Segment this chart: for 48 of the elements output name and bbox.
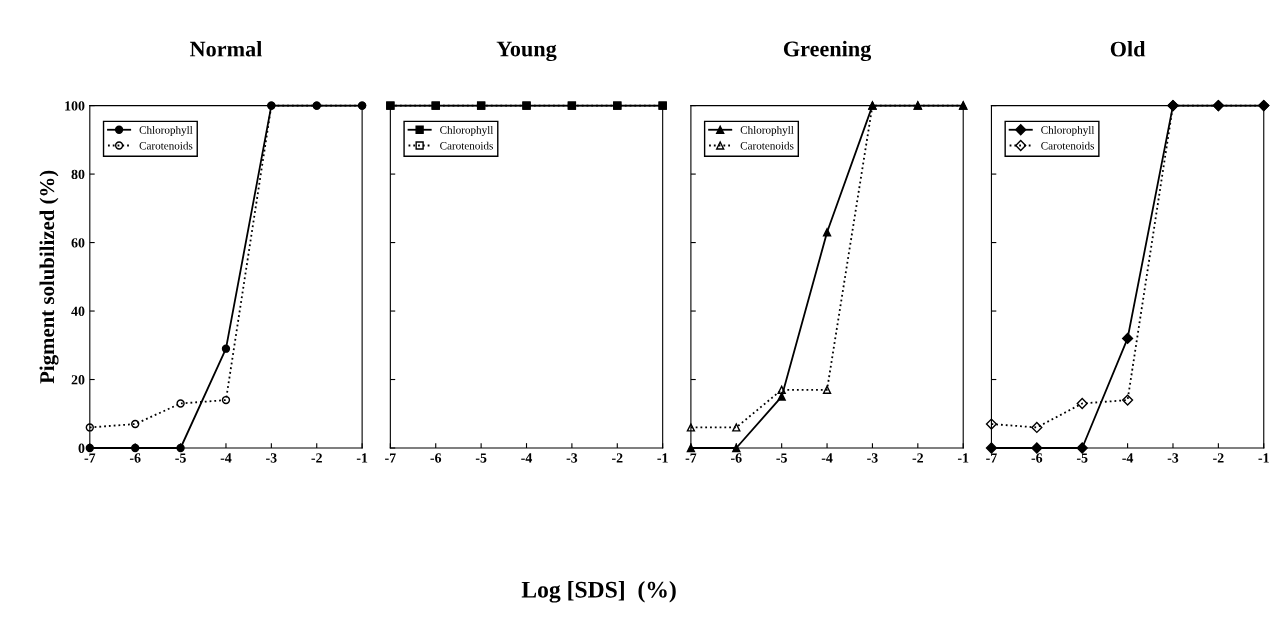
legend-label: Carotenoids <box>139 141 193 150</box>
legend-label: Carotenoids <box>440 141 493 150</box>
x-tick-label: -6 <box>430 453 442 463</box>
x-tick-label: -1 <box>657 453 668 463</box>
legend-label: Chlorophyll <box>1041 125 1095 137</box>
x-tick-label: -6 <box>1031 453 1043 463</box>
x-tick-label: -4 <box>521 453 533 463</box>
x-tick-label: -3 <box>867 453 878 463</box>
legend-label: Chlorophyll <box>139 125 193 137</box>
x-tick-label: -1 <box>1258 453 1269 463</box>
x-tick-label: -2 <box>1213 453 1224 463</box>
x-tick-label: -4 <box>1122 453 1134 463</box>
chart-title: Normal <box>189 40 262 57</box>
x-tick-label: -2 <box>912 453 924 463</box>
x-tick-label: -3 <box>566 453 578 463</box>
x-tick-label: -1 <box>356 453 368 463</box>
x-tick-label: -2 <box>311 453 322 463</box>
y-axis-title: Pigment solubilized (%) <box>39 170 59 384</box>
y-tick-label: 20 <box>71 375 85 385</box>
chart-title: Young <box>496 41 557 62</box>
legend-label: Chlorophyll <box>440 125 494 137</box>
y-tick-label: 60 <box>71 238 85 248</box>
y-tick-label: 80 <box>71 169 85 180</box>
x-tick-label: -7 <box>84 453 96 463</box>
chart-title: Old <box>1110 40 1146 57</box>
x-tick-label: -2 <box>612 453 623 463</box>
x-tick-label: -3 <box>266 453 277 463</box>
x-axis-title: Log [SDS] (%) <box>521 581 676 603</box>
x-tick-label: -5 <box>475 453 487 463</box>
x-tick-label: -7 <box>685 453 697 463</box>
y-tick-label: 100 <box>65 101 85 111</box>
x-tick-label: -6 <box>129 453 141 463</box>
x-tick-label: -4 <box>220 453 232 463</box>
y-tick-label: 0 <box>78 443 85 453</box>
x-tick-label: -7 <box>385 453 396 463</box>
x-tick-label: -5 <box>175 453 186 463</box>
x-tick-label: -7 <box>986 453 997 463</box>
x-tick-label: -5 <box>776 453 787 463</box>
x-tick-label: -5 <box>1076 453 1088 463</box>
x-tick-label: -6 <box>731 453 742 463</box>
y-tick-label: 40 <box>71 306 85 316</box>
legend-label: Carotenoids <box>1041 141 1095 150</box>
legend-label: Chlorophyll <box>740 125 794 137</box>
x-tick-label: -1 <box>957 453 969 463</box>
x-tick-label: -3 <box>1167 453 1179 463</box>
x-tick-label: -4 <box>821 453 833 463</box>
chart-title: Greening <box>783 40 872 62</box>
legend-label: Carotenoids <box>740 141 794 150</box>
